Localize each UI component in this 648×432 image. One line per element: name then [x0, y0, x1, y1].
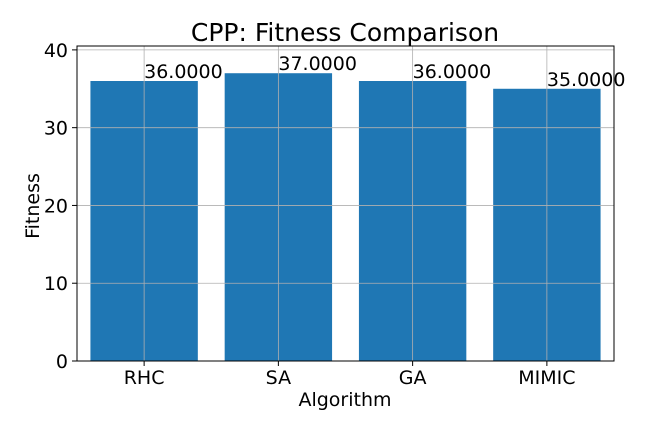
y-axis-label: Fitness — [22, 173, 44, 239]
data-label-rhc: 36.0000 — [144, 61, 223, 83]
y-tick-label: 10 — [44, 273, 68, 295]
x-tick-label-mimic: MIMIC — [518, 367, 575, 389]
data-label-sa: 37.0000 — [278, 53, 357, 75]
data-label-mimic: 35.0000 — [547, 69, 626, 91]
y-tick-label: 0 — [56, 351, 68, 373]
y-axis: 0 10 20 30 40 — [44, 40, 77, 373]
y-tick-label: 30 — [44, 118, 68, 140]
chart-title: CPP: Fitness Comparison — [191, 18, 499, 47]
data-label-ga: 36.0000 — [413, 61, 492, 83]
x-tick-label-ga: GA — [399, 367, 427, 389]
bars — [90, 73, 601, 362]
y-tick-label: 20 — [44, 195, 68, 217]
x-tick-label-rhc: RHC — [124, 367, 165, 389]
x-axis-label: Algorithm — [298, 389, 391, 411]
plot-frame — [76, 45, 615, 362]
y-tick-label: 40 — [44, 40, 68, 62]
data-labels: 36.0000 37.0000 36.0000 35.0000 — [144, 53, 625, 91]
x-axis: RHC SA GA MIMIC — [124, 361, 576, 389]
x-tick-label-sa: SA — [266, 367, 291, 389]
